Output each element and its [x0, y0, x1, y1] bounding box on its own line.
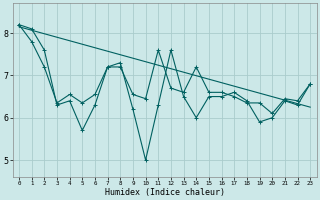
X-axis label: Humidex (Indice chaleur): Humidex (Indice chaleur)	[105, 188, 225, 197]
